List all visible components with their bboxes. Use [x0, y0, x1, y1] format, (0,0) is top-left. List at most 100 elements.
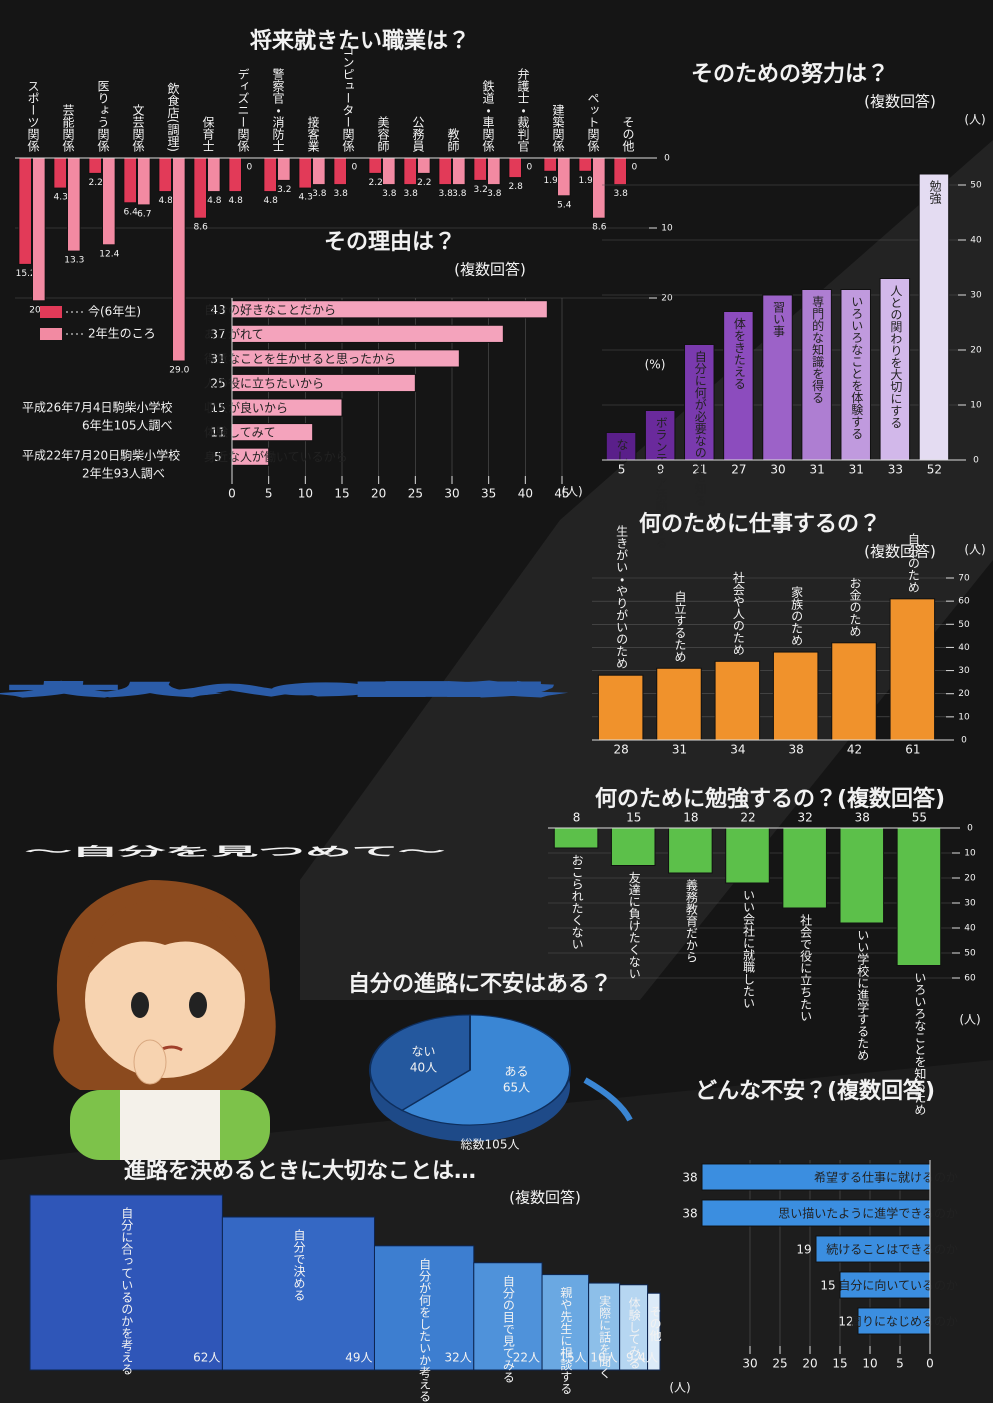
chart-title: 何のために仕事するの？ — [639, 511, 881, 537]
bar — [890, 599, 935, 740]
survey-note: 平成22年7月20日駒柴小学校 — [22, 448, 180, 463]
chart-title: 将来就きたい職業は？ — [250, 28, 470, 54]
category-label: 社会で役に立ちたい — [799, 913, 813, 1022]
chart-note: (複数回答) — [509, 1189, 581, 1207]
category-label: 医りょう関係 — [96, 80, 110, 153]
chart-note: (複数回答) — [864, 93, 936, 111]
category-label: 人との関わりを大切にする — [889, 285, 903, 429]
x-tick-label: 40 — [518, 487, 533, 501]
bar — [404, 158, 417, 185]
page-body: {"poster": {"title": "大人への階段", "subtitle… — [0, 0, 993, 1403]
category-label: 周りになじめるのか — [850, 1315, 958, 1329]
survey-note: 平成26年7月4日駒柴小学校 — [22, 400, 173, 415]
bar — [579, 158, 592, 171]
bar — [611, 828, 655, 866]
legend-swatch — [40, 328, 62, 340]
category-label: 弁護士・裁判官 — [516, 67, 530, 152]
bar — [138, 158, 151, 205]
slice-value: 65人 — [503, 1081, 530, 1095]
value-label: 28 — [614, 743, 629, 757]
value-label: 30 — [770, 463, 785, 477]
bar — [773, 652, 818, 740]
category-label: 文芸関係 — [131, 104, 145, 153]
legend-label: 今(6年生) — [88, 304, 141, 319]
chart-title: 進路を決めるときに大切なことは… — [124, 1158, 476, 1184]
bar — [509, 158, 522, 178]
value-label: 0 — [526, 163, 532, 173]
bar — [124, 158, 137, 203]
axis-unit: (%) — [645, 358, 666, 372]
category-label: 自分が何をしたいか考える — [418, 1257, 432, 1401]
bar — [558, 158, 571, 196]
survey-note: 6年生105人調べ — [82, 419, 173, 433]
category-label: 得意なことを生かせると思ったから — [204, 351, 396, 366]
category-label: 体験してみて — [204, 425, 276, 440]
bar — [208, 158, 221, 192]
x-tick-label: 30 — [742, 1357, 757, 1371]
bar — [657, 668, 702, 740]
value-label: 49人 — [345, 1351, 372, 1365]
bar — [383, 158, 396, 185]
y-tick-label: 50 — [958, 620, 970, 630]
x-tick-label: 5 — [265, 487, 273, 501]
category-label: 家族のため — [790, 586, 804, 646]
value-label: 15 — [626, 811, 641, 825]
y-tick-label: 60 — [964, 974, 976, 984]
x-tick-label: 20 — [371, 487, 386, 501]
category-label: 思い描いたように進学できるのか — [778, 1206, 958, 1221]
value-label: 19 — [796, 1243, 811, 1257]
value-label: 31 — [849, 463, 864, 477]
slice-value: 40人 — [410, 1060, 437, 1074]
bar — [264, 158, 277, 192]
bar — [783, 828, 827, 908]
value-label: 18 — [683, 811, 698, 825]
value-label: 0 — [631, 163, 637, 173]
bar — [488, 158, 501, 185]
bar — [194, 158, 207, 218]
category-label: 自分の目で見てみる — [501, 1274, 515, 1382]
y-tick-label: 0 — [967, 824, 973, 834]
value-label: 15人 — [559, 1351, 586, 1365]
value-label: 0 — [246, 163, 252, 173]
bar — [89, 158, 102, 173]
value-label: 8 — [573, 811, 581, 825]
value-label: 12.4 — [99, 249, 119, 259]
category-label: お金のため — [848, 576, 862, 636]
y-tick-label: 40 — [964, 924, 976, 934]
bar — [334, 158, 347, 185]
category-label: 保育士 — [201, 116, 215, 152]
y-tick-label: 40 — [970, 236, 982, 246]
category-label: 自分の好きなことだから — [204, 303, 336, 317]
value-label: 4.3 — [299, 193, 313, 203]
x-tick-label: 15 — [832, 1357, 847, 1371]
y-tick-label: 50 — [964, 949, 976, 959]
y-tick-label: 30 — [970, 291, 982, 301]
bar — [19, 158, 32, 264]
bar — [544, 158, 557, 171]
value-label: 10人 — [590, 1351, 617, 1365]
bar — [103, 158, 116, 245]
category-label: 芸能関係 — [61, 104, 75, 153]
bar — [278, 158, 291, 180]
category-label: 体をきたえる — [732, 317, 746, 389]
x-tick-label: 15 — [334, 487, 349, 501]
bar — [474, 158, 487, 180]
category-label: あこがれて — [204, 326, 264, 341]
value-label: 62人 — [193, 1351, 220, 1365]
value-label: 22人 — [513, 1351, 540, 1365]
category-label: 飲食店(調理) — [166, 81, 180, 152]
value-label: 34 — [730, 743, 745, 757]
chart-note: (複数回答) — [864, 543, 936, 561]
y-tick-label: 10 — [661, 224, 673, 234]
category-label: 習い事 — [772, 301, 786, 337]
category-label: いい学校に進学するため — [856, 929, 870, 1061]
value-label: 33 — [888, 463, 903, 477]
bar — [897, 828, 941, 966]
value-label: 1.9 — [544, 176, 559, 186]
category-label: 警察官・消防士 — [271, 67, 285, 152]
x-tick-label: 0 — [926, 1357, 934, 1371]
x-tick-label: 30 — [444, 487, 459, 501]
y-tick-label: 10 — [964, 849, 976, 859]
y-tick-label: 70 — [958, 574, 970, 584]
value-label: 27 — [731, 463, 746, 477]
